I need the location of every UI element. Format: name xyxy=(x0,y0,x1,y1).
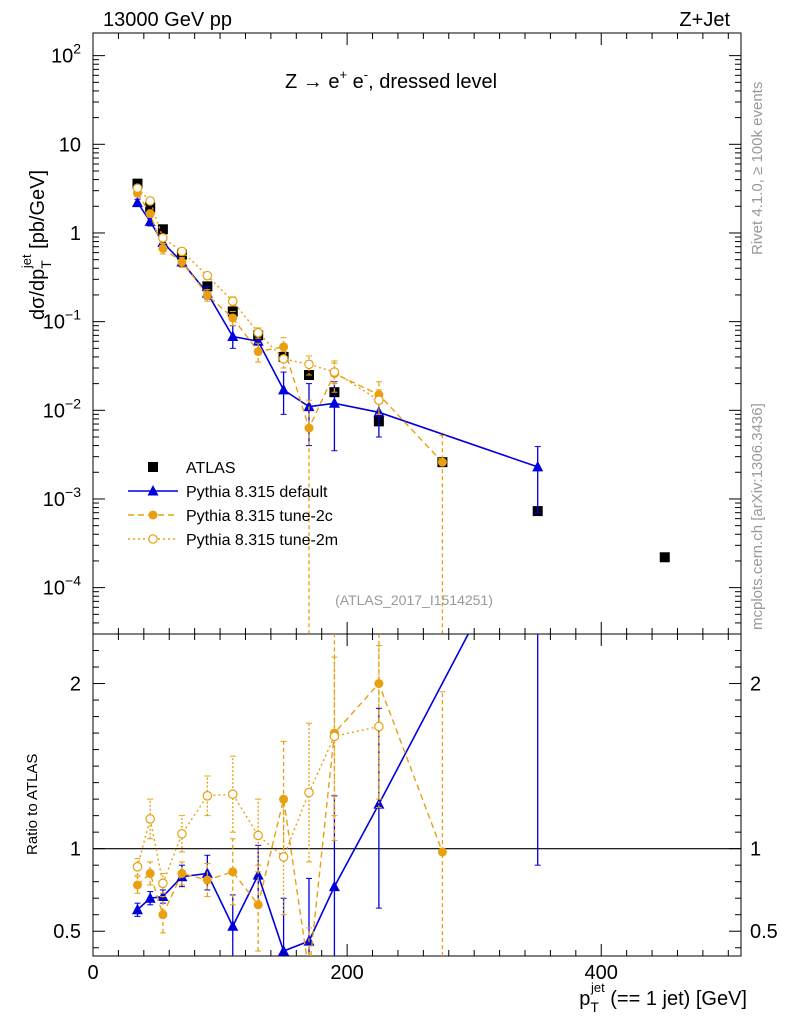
legend-atlas-marker xyxy=(148,462,158,472)
marker-open-circle xyxy=(133,863,141,871)
y-tick-label: 10−3 xyxy=(43,484,81,511)
atlas-point xyxy=(660,552,670,562)
marker-filled-circle xyxy=(133,880,142,889)
marker-open-circle xyxy=(330,732,338,740)
ratio-tick-label: 1 xyxy=(70,839,81,861)
marker-filled-circle xyxy=(279,342,288,351)
ratio-plot xyxy=(93,139,741,1013)
marker-triangle xyxy=(227,330,238,341)
y-axis-label-ratio: Ratio to ATLAS xyxy=(24,754,41,855)
y-axis-label-main: dσ/dpTjet [pb/GeV] xyxy=(19,170,54,320)
marker-open-circle xyxy=(203,271,211,279)
y-tick-label: 102 xyxy=(51,41,81,68)
ratio-frame xyxy=(93,634,741,956)
marker-open-circle xyxy=(375,722,383,730)
marker-triangle xyxy=(227,920,238,931)
header-right: Z+Jet xyxy=(679,9,730,31)
rivet-label: Rivet 4.1.0, ≥ 100k events xyxy=(749,82,766,255)
header-left: 13000 GeV pp xyxy=(103,9,232,31)
marker-open-circle xyxy=(375,396,383,404)
legend: ATLAS Pythia 8.315 default Pythia 8.315 tu… xyxy=(128,460,338,549)
marker-filled-circle xyxy=(254,347,263,356)
series-line xyxy=(137,502,537,951)
marker-open-circle xyxy=(254,831,262,839)
marker-filled-circle xyxy=(203,290,212,299)
marker-filled-circle xyxy=(305,968,314,977)
marker-triangle xyxy=(132,197,143,208)
y-tick-label: 10−1 xyxy=(43,307,81,334)
y-tick-label: 10−4 xyxy=(43,573,81,600)
marker-open-circle xyxy=(178,830,186,838)
legend-label: ATLAS xyxy=(186,460,236,477)
marker-filled-circle xyxy=(146,209,155,218)
marker-filled-circle xyxy=(438,458,447,467)
marker-filled-circle xyxy=(158,244,167,253)
marker-open-circle xyxy=(149,535,157,543)
marker-open-circle xyxy=(133,184,141,192)
marker-filled-circle xyxy=(203,876,212,885)
x-axis-label: pTjet (== 1 jet) [GeV] xyxy=(579,980,747,1015)
marker-filled-circle xyxy=(228,867,237,876)
ratio-tick-label-right: 1 xyxy=(750,839,761,861)
marker-open-circle xyxy=(146,815,154,823)
marker-filled-circle xyxy=(305,424,314,433)
marker-open-circle xyxy=(159,234,167,242)
y-tick-label: 1 xyxy=(70,223,81,245)
analysis-label: (ATLAS_2017_I1514251) xyxy=(335,592,493,608)
ratio-tick-label: 2 xyxy=(70,674,81,696)
x-tick-label: 0 xyxy=(87,962,98,984)
mcplots-label: mcplots.cern.ch [arXiv:1306.3436] xyxy=(749,403,766,630)
marker-filled-circle xyxy=(149,511,158,520)
legend-label: Pythia 8.315 tune-2m xyxy=(186,532,338,549)
marker-filled-circle xyxy=(438,847,447,856)
marker-triangle xyxy=(329,881,340,892)
legend-label: Pythia 8.315 default xyxy=(186,484,328,501)
process-annotation: Z → e+ e-, dressed level xyxy=(285,67,497,93)
marker-filled-circle xyxy=(228,313,237,322)
x-tick-label: 200 xyxy=(330,962,363,984)
legend-label: Pythia 8.315 tune-2c xyxy=(186,508,333,525)
series-line xyxy=(137,188,378,400)
marker-open-circle xyxy=(305,360,313,368)
marker-open-circle xyxy=(203,792,211,800)
axis-ticks: 0 200 400 102 10 1 10−1 10−2 10−3 10−4 0.5 0.5 1 1 2 2 xyxy=(43,33,778,984)
marker-triangle xyxy=(329,397,340,408)
y-tick-label: 10−2 xyxy=(43,395,81,422)
marker-open-circle xyxy=(279,853,287,861)
marker-open-circle xyxy=(159,879,167,887)
chart: 13000 GeV pp Z+Jet Rivet 4.1.0, ≥ 100k e… xyxy=(0,0,786,1024)
marker-open-circle xyxy=(305,788,313,796)
marker-triangle xyxy=(278,384,289,395)
marker-open-circle xyxy=(330,368,338,376)
marker-filled-circle xyxy=(146,869,155,878)
ratio-tick-label-right: 0.5 xyxy=(750,921,778,943)
marker-open-circle xyxy=(229,790,237,798)
marker-filled-circle xyxy=(254,900,263,909)
series-line xyxy=(137,193,442,462)
marker-open-circle xyxy=(146,197,154,205)
y-tick-label: 10 xyxy=(59,134,81,156)
series-line xyxy=(137,684,442,973)
ratio-tick-label-right: 2 xyxy=(750,674,761,696)
marker-filled-circle xyxy=(177,869,186,878)
marker-filled-circle xyxy=(177,258,186,267)
marker-open-circle xyxy=(279,355,287,363)
ratio-tick-label: 0.5 xyxy=(53,921,81,943)
marker-open-circle xyxy=(178,247,186,255)
series-line xyxy=(137,203,537,467)
marker-open-circle xyxy=(254,329,262,337)
x-tick-label: 400 xyxy=(585,962,618,984)
marker-open-circle xyxy=(229,297,237,305)
marker-filled-circle xyxy=(158,910,167,919)
atlas-point xyxy=(158,224,168,234)
